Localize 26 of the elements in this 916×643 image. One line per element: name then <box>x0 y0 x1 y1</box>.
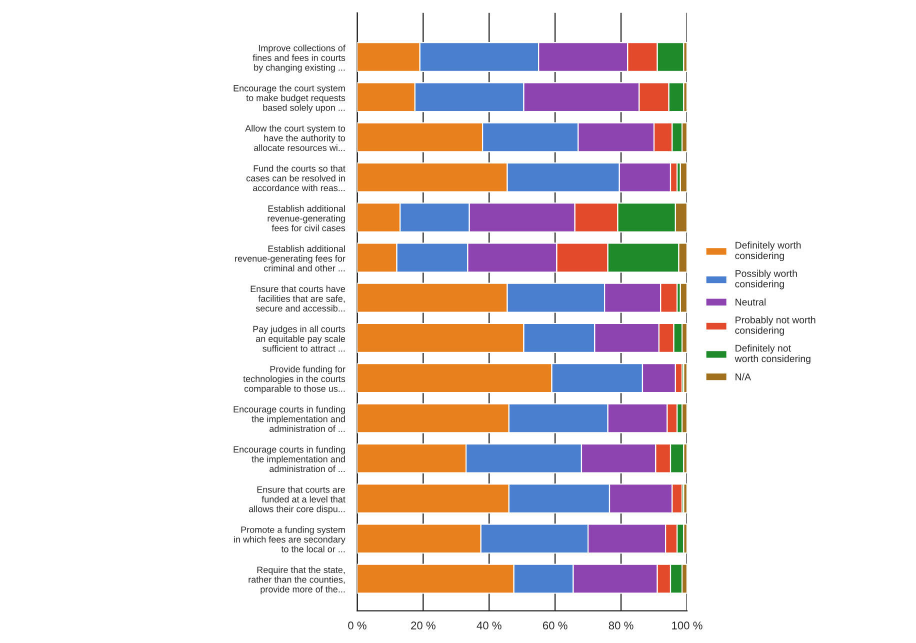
y-tick-label: Encourage the court system to make budget requests based solely upon ... <box>234 84 346 113</box>
x-tick-label: 80 % <box>608 622 634 630</box>
x-tick-label: 60 % <box>543 622 568 630</box>
legend-label: Definitely not worth considering <box>734 344 810 364</box>
legend-label: Definitely worth considering <box>735 242 801 262</box>
legend-label: Probably not worth considering <box>735 316 816 336</box>
x-tick-label: 40 % <box>476 622 502 630</box>
y-tick-label: Allow the court system to have the authority to allocate resources wi... <box>245 124 346 152</box>
y-tick-label: Encourage courts in funding the implementation and administration of ... <box>234 446 345 472</box>
y-tick-label: Require that the state, rather than the counties, provide more of the... <box>248 566 345 594</box>
legend-label: Neutral <box>736 298 766 306</box>
y-tick-label: Establish additional revenue-generating fees for civil cases <box>268 205 346 232</box>
x-tick-label: 0 % <box>348 622 366 630</box>
y-tick-label: Improve collections of fines and fees in courts by changing existing ... <box>252 44 346 73</box>
legend-label: Possibly worth considering <box>735 270 797 290</box>
y-tick-label: Provide funding for technologies in the courts comparable to those us... <box>243 366 346 394</box>
y-tick-label: Establish additional revenue-generating fees for criminal and other ... <box>235 245 346 272</box>
y-tick-label: Ensure that courts are funded at a level that allows their core dispu... <box>248 486 346 514</box>
y-tick-label: Encourage courts in funding the implementation and administration of ... <box>234 406 345 432</box>
x-tick-label: 20 % <box>411 622 436 630</box>
y-tick-label: Promote a funding system in which fees are secondary to the local or ... <box>234 526 346 552</box>
legend-label: N/A <box>736 373 751 380</box>
y-tick-label: Fund the courts so that cases can be resolved in accordance with reas... <box>246 165 346 192</box>
x-tick-label: 100 % <box>672 622 702 630</box>
y-tick-label: Pay judges in all courts an equitable pay scale sufficient to attract ... <box>253 326 346 352</box>
y-tick-label: Ensure that courts have facilities that are safe, secure and accessib... <box>250 285 346 312</box>
